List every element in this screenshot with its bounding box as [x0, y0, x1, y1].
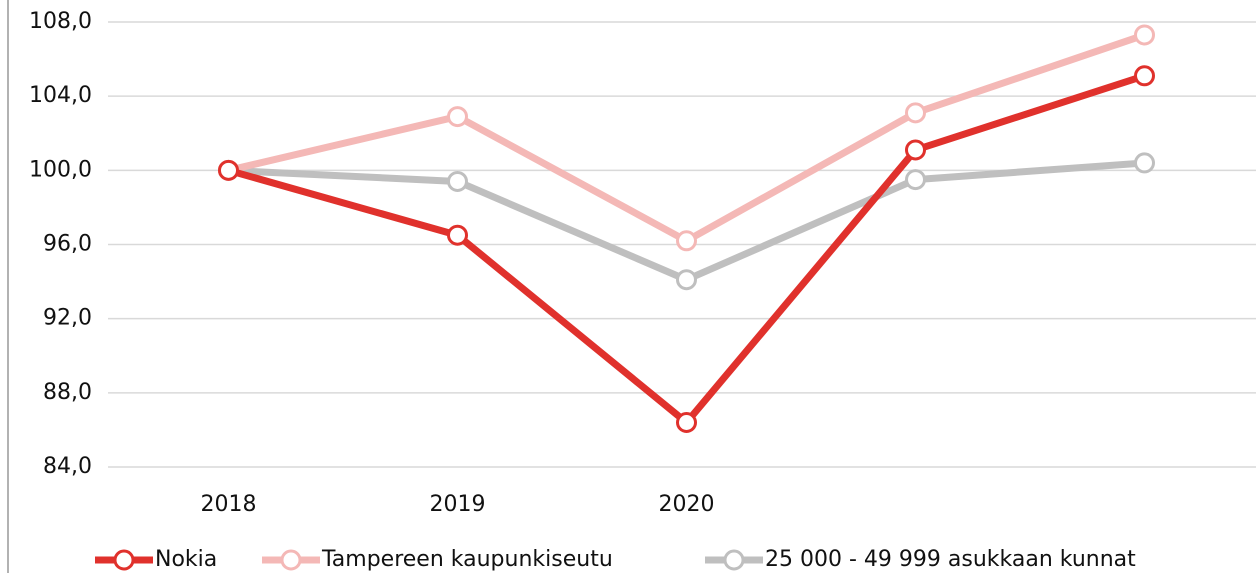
legend-marker — [280, 549, 302, 571]
x-tick-label: 2018 — [201, 492, 257, 517]
data-point — [447, 170, 468, 192]
data-point — [1134, 24, 1155, 46]
legend-marker — [113, 549, 135, 571]
data-point — [676, 230, 697, 252]
legend-label: Tampereen kaupunkiseutu — [321, 547, 613, 572]
y-tick-label: 88,0 — [43, 380, 92, 405]
legend-marker — [723, 549, 745, 571]
y-tick-label: 96,0 — [43, 232, 92, 257]
legend-label: 25 000 - 49 999 asukkaan kunnat — [765, 547, 1136, 572]
data-point — [218, 159, 239, 181]
x-tick-label: 2020 — [659, 492, 715, 517]
y-tick-label: 108,0 — [29, 9, 92, 34]
data-point — [905, 169, 926, 191]
data-point — [1134, 65, 1155, 87]
data-point — [905, 102, 926, 124]
data-point — [447, 224, 468, 246]
y-tick-label: 104,0 — [29, 83, 92, 108]
x-tick-label: 2019 — [430, 492, 486, 517]
y-tick-label: 92,0 — [43, 306, 92, 331]
y-tick-label: 84,0 — [43, 454, 92, 479]
data-point — [905, 139, 926, 161]
series-line — [228, 159, 1145, 284]
y-tick-label: 100,0 — [29, 157, 92, 182]
legend-label: Nokia — [155, 547, 217, 572]
data-point — [1134, 152, 1155, 174]
data-point — [447, 106, 468, 128]
data-point — [676, 269, 697, 291]
data-point — [676, 412, 697, 433]
